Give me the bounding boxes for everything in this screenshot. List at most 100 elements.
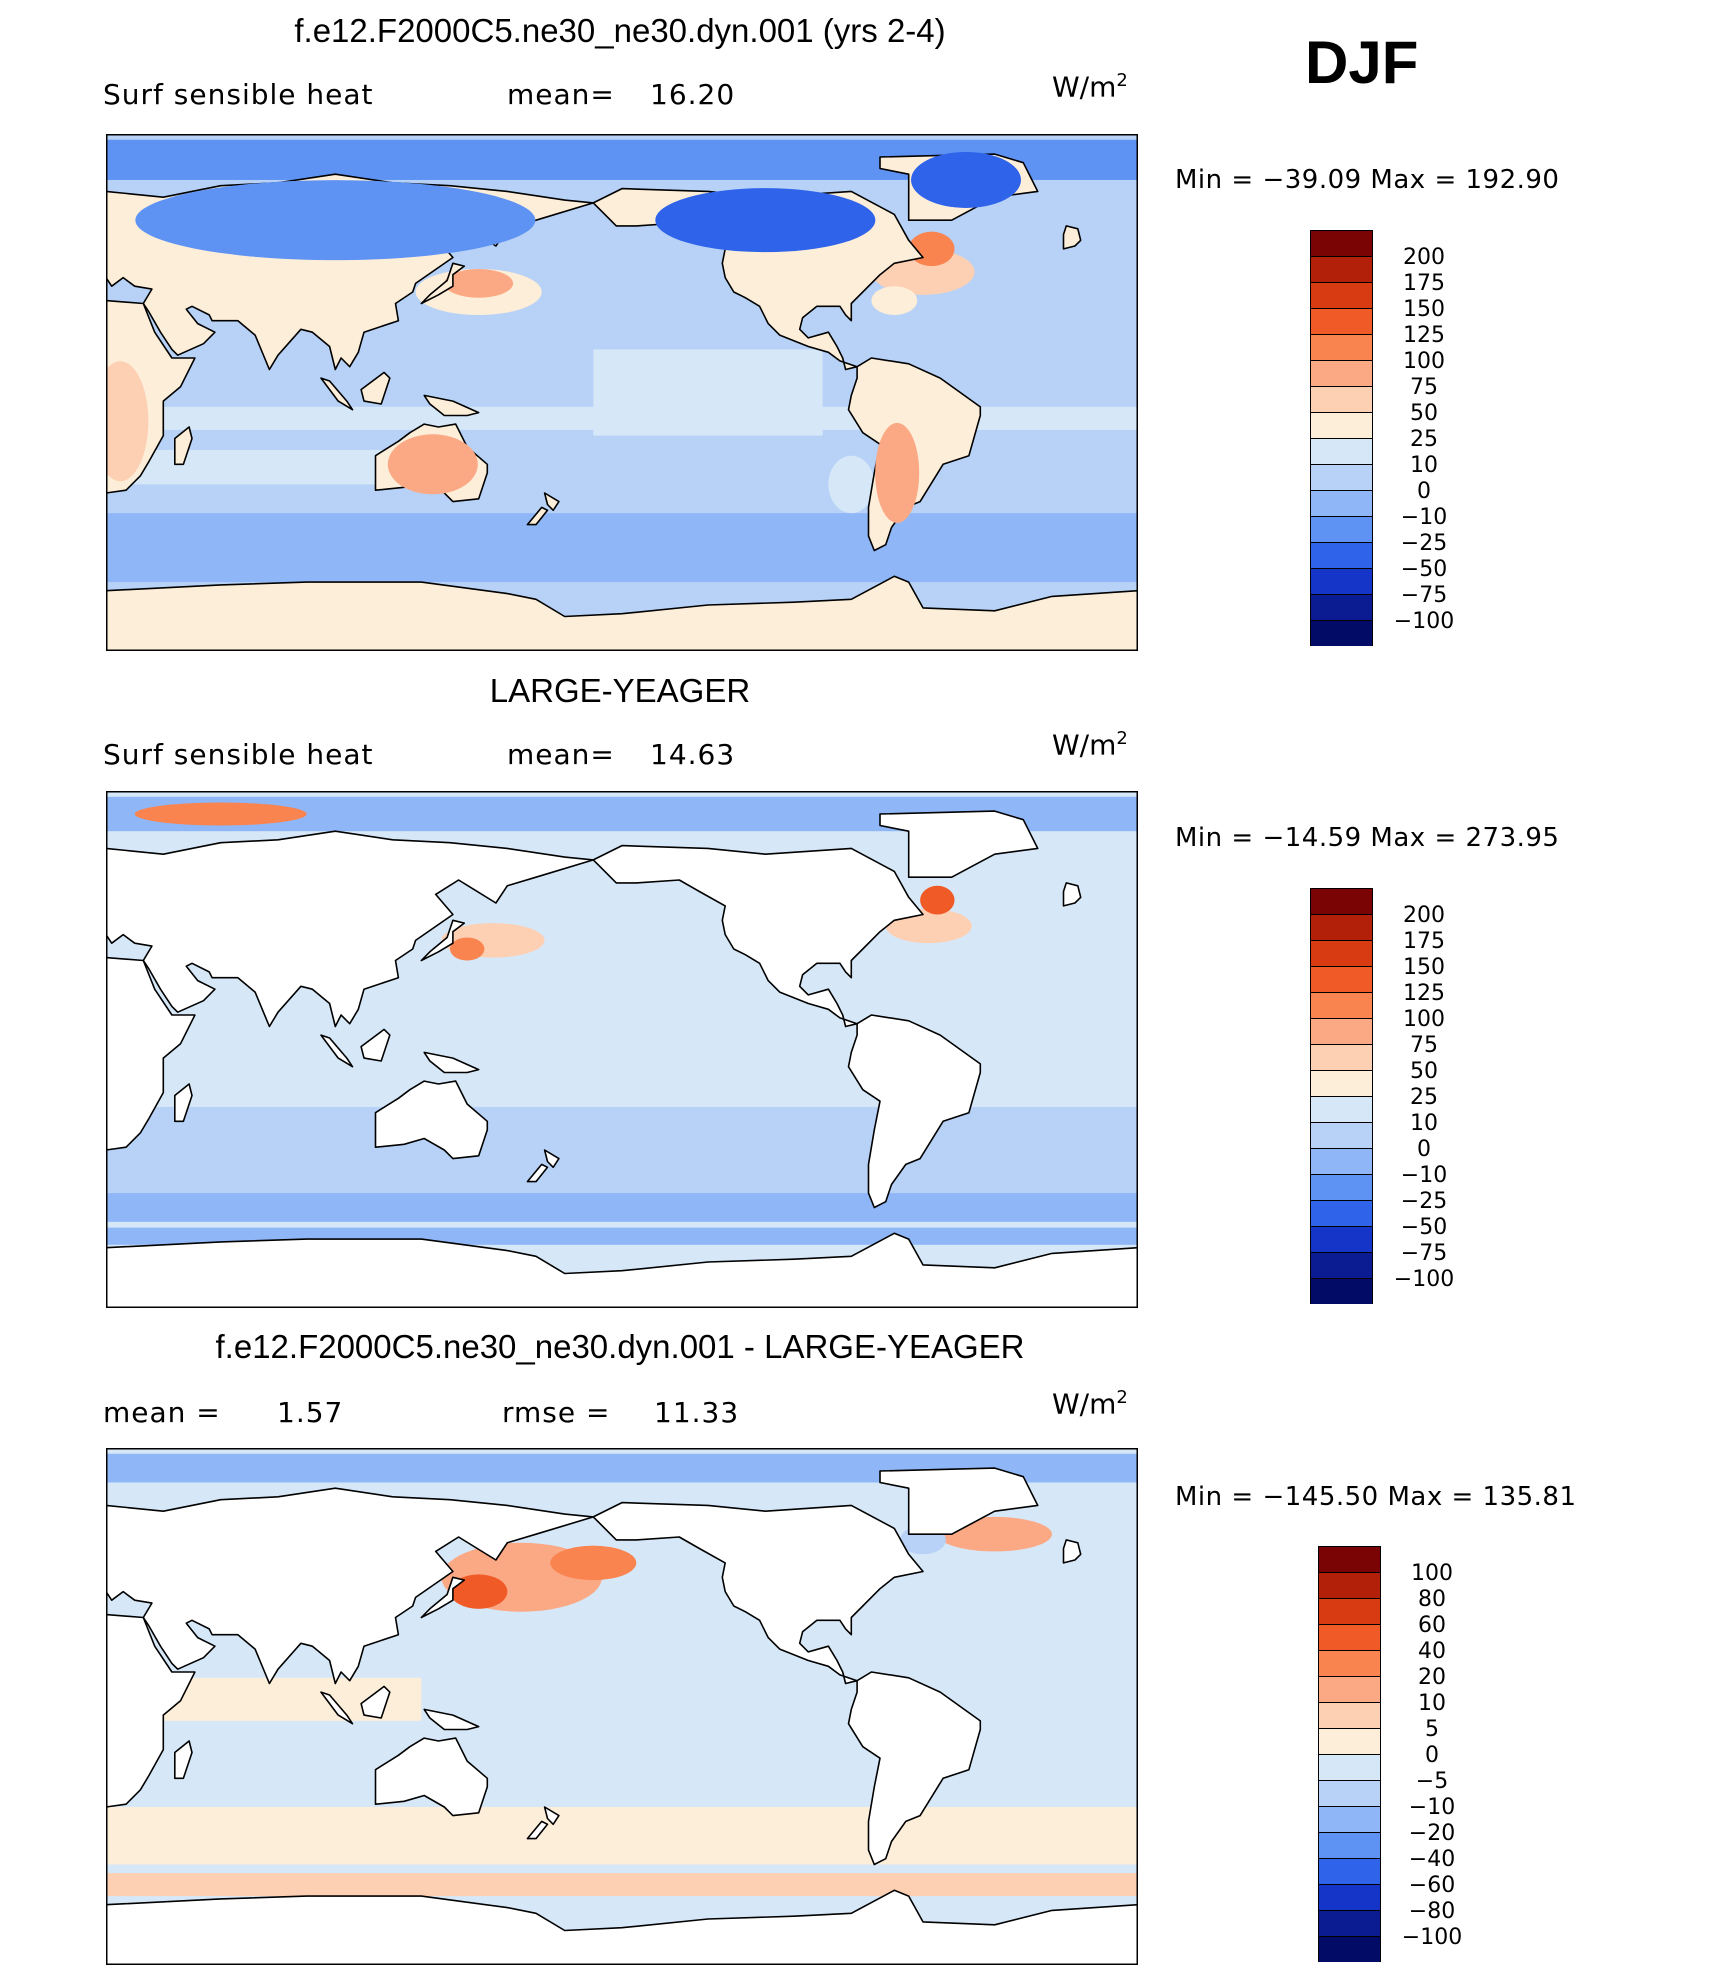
coastline-borneo	[360, 1028, 391, 1062]
colorbar-swatch	[1310, 966, 1373, 993]
colorbar-swatch	[1310, 1278, 1373, 1304]
coastline-nzsouth	[526, 1820, 549, 1840]
panel-3-map	[106, 1448, 1138, 1965]
colorbar-tick-label: 40	[1418, 1639, 1446, 1664]
colorbar-swatch	[1310, 992, 1373, 1019]
land-blob	[911, 151, 1021, 208]
panel-2-minmax: Min = −14.59 Max = 273.95	[1175, 823, 1560, 853]
colorbar-swatch	[1318, 1572, 1381, 1599]
coastline-greenland	[879, 810, 1039, 878]
colorbar-tick-label: 175	[1403, 271, 1445, 296]
colorbar-swatch	[1310, 914, 1373, 941]
continents	[106, 151, 1138, 651]
colorbar-tick-label: −100	[1394, 1267, 1454, 1292]
colorbar-swatch	[1310, 1226, 1373, 1253]
field-blob	[550, 1545, 637, 1581]
coastline-nznorth	[543, 1149, 560, 1169]
panel-1-map	[106, 134, 1138, 651]
field-blob	[871, 286, 918, 315]
coastline-newguinea	[423, 1708, 480, 1731]
colorbar-tick-label: −50	[1401, 1215, 1447, 1240]
colorbar-tick-label: 50	[1410, 1059, 1438, 1084]
coastline-eurasia	[106, 1487, 595, 1685]
colorbar-swatch	[1310, 386, 1373, 413]
coastline-borneo	[360, 1685, 391, 1719]
land-blob	[875, 422, 920, 523]
panel-3-title: f.e12.F2000C5.ne30_ne30.dyn.001 - LARGE-…	[215, 1328, 1025, 1365]
colorbar-tick-label: −20	[1409, 1821, 1455, 1846]
colorbar-swatch	[1310, 334, 1373, 361]
panel-1-variable: Surf sensible heat	[103, 78, 374, 111]
colorbar-tick-label: −25	[1401, 1189, 1447, 1214]
coastline-southamerica	[847, 1014, 982, 1209]
coastline-nznorth	[543, 1806, 560, 1826]
colorbar-swatch	[1318, 1650, 1381, 1677]
colorbar-tick-label: 5	[1425, 1717, 1439, 1742]
colorbar-swatch	[1310, 1252, 1373, 1279]
coastline-nzsouth	[526, 1163, 549, 1183]
colorbar-tick-label: −10	[1401, 505, 1447, 530]
colorbar-tick-label: −5	[1416, 1769, 1448, 1794]
coastline-sumatra	[320, 1691, 354, 1725]
colorbar-tick-label: 150	[1403, 297, 1445, 322]
coastline-newguinea	[423, 1051, 480, 1074]
colorbar-tick-label: 200	[1403, 903, 1445, 928]
colorbar-swatch	[1310, 1200, 1373, 1227]
colorbar-swatch	[1310, 1044, 1373, 1071]
colorbar-tick-label: 100	[1403, 1007, 1445, 1032]
colorbar-swatch	[1318, 1806, 1381, 1833]
colorbar-tick-label: 100	[1411, 1561, 1453, 1586]
coastline-madagascar	[174, 426, 193, 466]
coastline-antarctica	[106, 575, 1138, 651]
colorbar-swatch	[1310, 464, 1373, 491]
map-frame	[106, 1448, 1138, 1965]
colorbar-tick-label: −40	[1409, 1847, 1455, 1872]
colorbar-swatch	[1318, 1598, 1381, 1625]
colorbar-tick-label: −10	[1409, 1795, 1455, 1820]
colorbar-swatch	[1310, 1174, 1373, 1201]
colorbar-tick-label: 75	[1410, 375, 1438, 400]
colorbar-tick-label: −50	[1401, 557, 1447, 582]
field-blob	[450, 1574, 508, 1609]
panel-1-units: W/m2	[1052, 70, 1128, 104]
continents	[106, 810, 1138, 1308]
panel-3-rmse-label: rmse =	[502, 1396, 611, 1429]
colorbar-swatch	[1310, 282, 1373, 309]
colorbar-tick-label: −100	[1394, 609, 1454, 634]
colorbar-swatch	[1310, 568, 1373, 595]
colorbar-swatch	[1318, 1728, 1381, 1755]
panel-2-mean-value: 14.63	[650, 738, 736, 771]
colorbar-tick-label: 10	[1410, 1111, 1438, 1136]
colorbar-tick-label: −100	[1402, 1925, 1462, 1950]
field-blob	[134, 802, 307, 826]
colorbar-tick-label: 25	[1410, 1085, 1438, 1110]
coastline-uk	[1062, 882, 1082, 907]
coastline-greenland	[879, 1467, 1039, 1535]
colorbar-swatch	[1318, 1936, 1381, 1962]
coastline-africa	[106, 956, 196, 1151]
panel-3-minmax: Min = −145.50 Max = 135.81	[1175, 1482, 1577, 1512]
panel-3-mean-label: mean =	[103, 1396, 221, 1429]
colorbar-tick-label: 20	[1418, 1665, 1446, 1690]
panel-1-minmax: Min = −39.09 Max = 192.90	[1175, 165, 1560, 195]
coastline-northamerica	[592, 844, 924, 1028]
map-frame	[106, 791, 1138, 1308]
colorbar-swatch	[1310, 542, 1373, 569]
colorbar-swatch	[1310, 1096, 1373, 1123]
panel-1-mean-label: mean=	[507, 78, 615, 111]
colorbar-tick-label: 100	[1403, 349, 1445, 374]
colorbar-tick-label: 125	[1403, 323, 1445, 348]
colorbar-tick-label: 0	[1417, 479, 1431, 504]
panel-2-variable: Surf sensible heat	[103, 738, 374, 771]
coastline-japan	[420, 262, 466, 305]
colorbar-swatch	[1310, 516, 1373, 543]
coastline-eurasia	[106, 830, 595, 1028]
colorbar-swatch	[1310, 1018, 1373, 1045]
colorbar-tick-label: −75	[1401, 583, 1447, 608]
coastline-madagascar	[174, 1740, 193, 1780]
colorbar-tick-label: −25	[1401, 531, 1447, 556]
panel-3-units: W/m2	[1052, 1387, 1128, 1421]
colorbar-tick-label: −10	[1401, 1163, 1447, 1188]
